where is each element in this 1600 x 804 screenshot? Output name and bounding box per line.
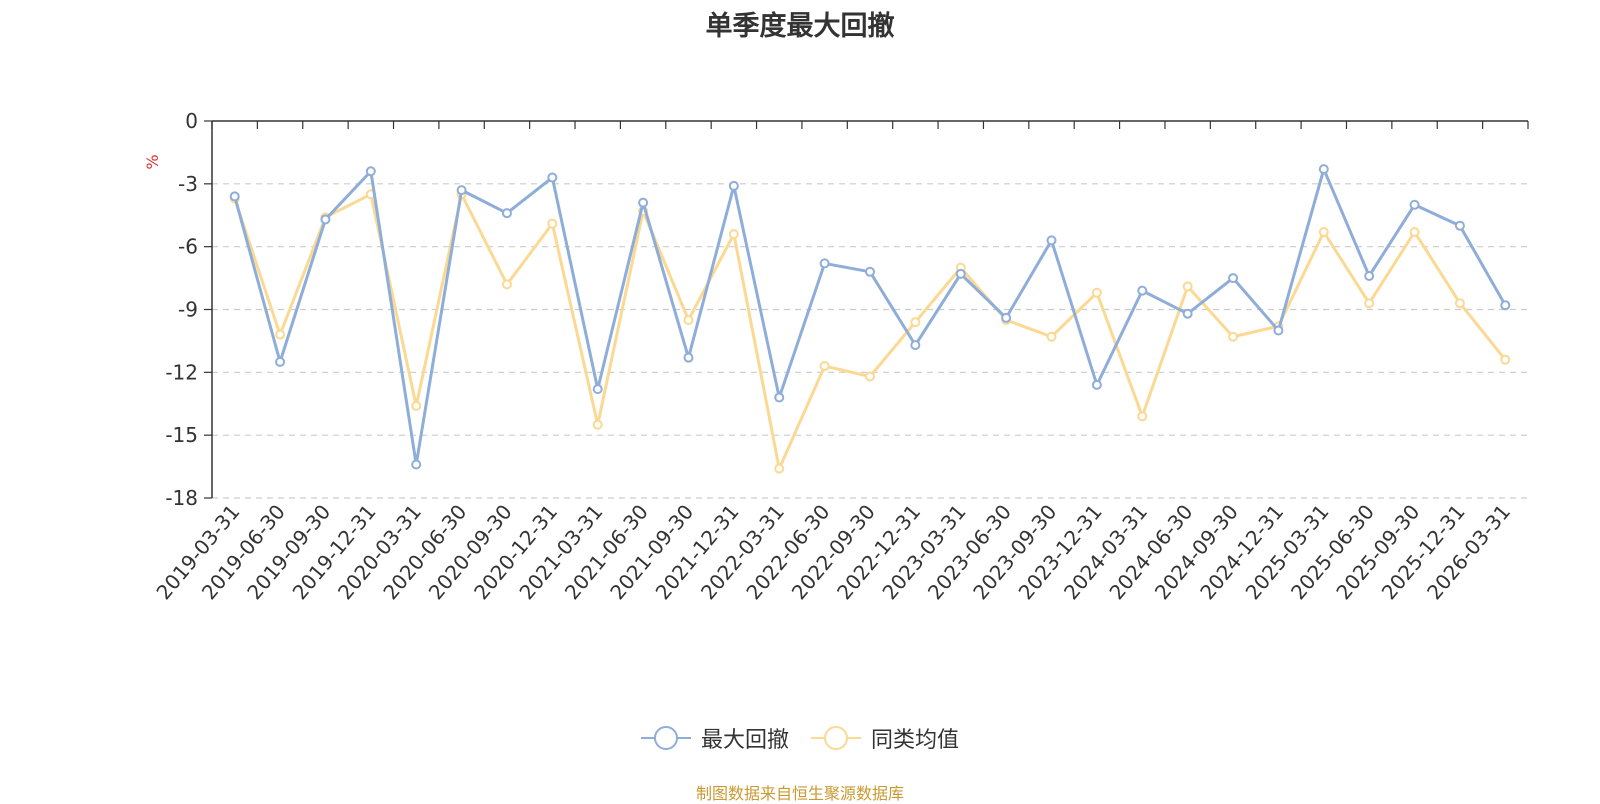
data-point-peer-average[interactable] — [1364, 298, 1375, 309]
data-point-peer-average[interactable] — [501, 279, 512, 290]
data-point-peer-average[interactable] — [592, 419, 603, 430]
data-point-max-drawdown[interactable] — [1228, 273, 1239, 284]
data-point-peer-average[interactable] — [774, 463, 785, 474]
data-point-max-drawdown[interactable] — [501, 208, 512, 219]
data-point-peer-average[interactable] — [1454, 298, 1465, 309]
legend-label-max-drawdown: 最大回撤 — [700, 728, 789, 753]
data-point-max-drawdown[interactable] — [1137, 285, 1148, 296]
data-point-peer-average[interactable] — [1409, 227, 1420, 238]
y-tick-label: 0 — [185, 109, 198, 133]
legend-item-max-drawdown[interactable]: 最大回撤 — [640, 722, 789, 754]
data-point-max-drawdown[interactable] — [910, 340, 921, 351]
y-tick-label: -6 — [178, 235, 198, 259]
data-point-max-drawdown[interactable] — [320, 214, 331, 225]
data-point-max-drawdown[interactable] — [1182, 308, 1193, 319]
chart-title: 单季度最大回撤 — [705, 11, 895, 42]
data-point-max-drawdown[interactable] — [411, 459, 422, 470]
data-point-peer-average[interactable] — [1318, 227, 1329, 238]
y-tick-label: -18 — [165, 486, 198, 510]
data-point-max-drawdown[interactable] — [1001, 312, 1012, 323]
data-point-peer-average[interactable] — [865, 371, 875, 382]
series-line-peer-average — [233, 192, 1507, 471]
data-point-peer-average[interactable] — [547, 218, 558, 229]
data-point-peer-average[interactable] — [819, 361, 830, 372]
data-point-max-drawdown[interactable] — [683, 352, 694, 363]
series-line-max-drawdown — [233, 167, 1507, 466]
y-tick-label: -3 — [178, 172, 198, 196]
data-point-peer-average[interactable] — [1091, 287, 1102, 298]
data-point-peer-average[interactable] — [1137, 411, 1148, 422]
data-point-peer-average[interactable] — [411, 400, 422, 411]
chart-plot: 0-3-6-9-12-15-18%2019-03-312019-06-30201… — [143, 109, 1529, 604]
data-point-max-drawdown[interactable] — [1046, 235, 1057, 246]
data-point-max-drawdown[interactable] — [1273, 325, 1284, 336]
legend: 最大回撤 同类均值 — [0, 722, 1600, 754]
data-point-peer-average[interactable] — [910, 317, 921, 328]
data-point-peer-average[interactable] — [1046, 331, 1057, 342]
data-point-max-drawdown[interactable] — [229, 191, 240, 202]
data-point-max-drawdown[interactable] — [1318, 164, 1329, 175]
legend-item-peer-average[interactable]: 同类均值 — [811, 722, 959, 754]
data-point-max-drawdown[interactable] — [1409, 199, 1420, 210]
data-source-note: 制图数据来自恒生聚源数据库 — [695, 784, 904, 803]
y-axis-unit: % — [143, 154, 162, 169]
data-point-max-drawdown[interactable] — [819, 258, 830, 269]
data-point-max-drawdown[interactable] — [547, 172, 558, 183]
data-point-peer-average[interactable] — [728, 229, 739, 240]
data-point-peer-average[interactable] — [683, 314, 694, 325]
legend-marker-peer-average — [811, 726, 861, 750]
y-tick-label: -15 — [165, 423, 198, 447]
data-point-max-drawdown[interactable] — [456, 185, 467, 196]
data-point-max-drawdown[interactable] — [1454, 220, 1465, 231]
data-point-max-drawdown[interactable] — [1091, 379, 1102, 390]
data-point-max-drawdown[interactable] — [774, 392, 785, 403]
data-point-peer-average[interactable] — [1182, 281, 1193, 292]
data-point-max-drawdown[interactable] — [592, 384, 603, 395]
data-point-max-drawdown[interactable] — [1500, 300, 1511, 311]
y-tick-label: -9 — [178, 298, 198, 322]
data-point-max-drawdown[interactable] — [638, 197, 649, 208]
data-point-max-drawdown[interactable] — [955, 268, 966, 279]
data-point-peer-average[interactable] — [1228, 331, 1239, 342]
data-point-max-drawdown[interactable] — [365, 166, 376, 177]
y-tick-label: -12 — [165, 360, 198, 384]
data-point-peer-average[interactable] — [275, 329, 286, 340]
data-point-max-drawdown[interactable] — [1364, 270, 1375, 281]
legend-marker-max-drawdown — [640, 726, 691, 750]
data-point-max-drawdown[interactable] — [865, 266, 875, 277]
data-point-max-drawdown[interactable] — [275, 356, 286, 367]
legend-label-peer-average: 同类均值 — [871, 728, 960, 753]
data-point-max-drawdown[interactable] — [728, 180, 739, 191]
data-point-peer-average[interactable] — [1500, 354, 1511, 365]
